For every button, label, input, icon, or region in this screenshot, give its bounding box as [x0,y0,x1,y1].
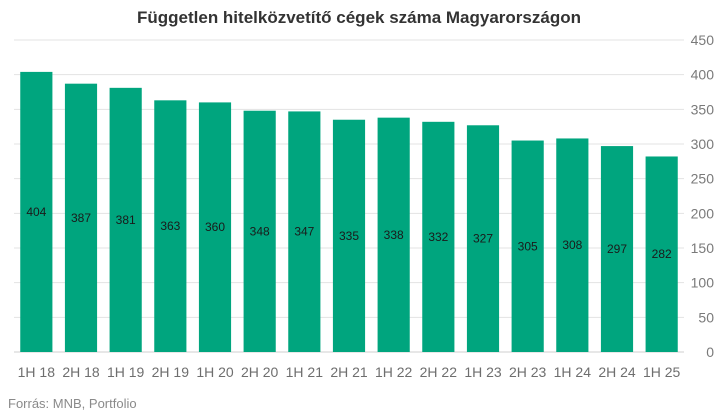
bar [600,146,634,352]
y-tick-label: 300 [691,136,715,152]
x-tick-label: 2H 18 [62,364,100,380]
bar [64,83,98,353]
bar [109,87,142,352]
data-label: 363 [160,219,180,233]
data-label: 347 [294,225,314,239]
data-label: 327 [473,232,493,246]
bar [422,121,455,353]
y-tick-label: 350 [691,101,715,117]
y-tick-label: 200 [691,205,715,221]
y-axis: 0 50 100 150 200 250 300 350 400 450 [691,32,715,360]
x-tick-label: 1H 20 [196,364,234,380]
x-tick-label: 1H 19 [107,364,145,380]
bar [288,111,321,352]
y-tick-label: 250 [691,171,715,187]
data-label: 348 [250,224,270,238]
bar [556,138,589,352]
x-tick-label: 1H 21 [286,364,324,380]
data-label: 332 [428,230,448,244]
bar [243,110,276,352]
data-label: 387 [71,211,91,225]
data-label: 381 [116,213,136,227]
source-note: Forrás: MNB, Portfolio [8,396,137,411]
bar [645,156,678,352]
y-tick-label: 50 [698,309,714,325]
x-tick-label: 2H 21 [330,364,368,380]
bar [511,140,544,352]
bar [20,71,53,352]
x-tick-label: 2H 20 [241,364,279,380]
data-label: 308 [562,238,582,252]
data-labels: 404 387 381 363 360 348 347 335 338 332 327 305 308 2… [26,205,672,261]
x-tick-label: 1H 22 [375,364,413,380]
bars [20,71,678,353]
x-tick-label: 1H 18 [18,364,56,380]
x-axis: 1H 18 2H 18 1H 19 2H 19 1H 20 2H 20 1H 21 2H 21… [18,364,681,380]
x-tick-label: 2H 23 [509,364,547,380]
data-label: 297 [607,242,627,256]
bar [377,117,410,352]
data-label: 335 [339,229,359,243]
x-tick-label: 2H 19 [152,364,190,380]
y-tick-label: 450 [691,32,715,48]
data-label: 305 [518,239,538,253]
x-tick-label: 1H 24 [554,364,592,380]
bar [466,125,500,352]
bar [198,102,232,353]
x-tick-label: 2H 22 [420,364,458,380]
data-label: 360 [205,220,225,234]
bar [332,119,366,352]
y-tick-label: 150 [691,240,715,256]
data-label: 404 [26,205,46,219]
chart-title: Független hitelközvetítő cégek száma Mag… [136,8,581,27]
data-label: 338 [384,228,404,242]
data-label: 282 [652,247,672,261]
y-tick-label: 400 [691,67,715,83]
y-tick-label: 100 [691,275,715,291]
y-tick-label: 0 [706,344,714,360]
x-tick-label: 1H 23 [464,364,502,380]
bar [154,100,187,352]
x-tick-label: 2H 24 [598,364,636,380]
x-tick-label: 1H 25 [643,364,681,380]
